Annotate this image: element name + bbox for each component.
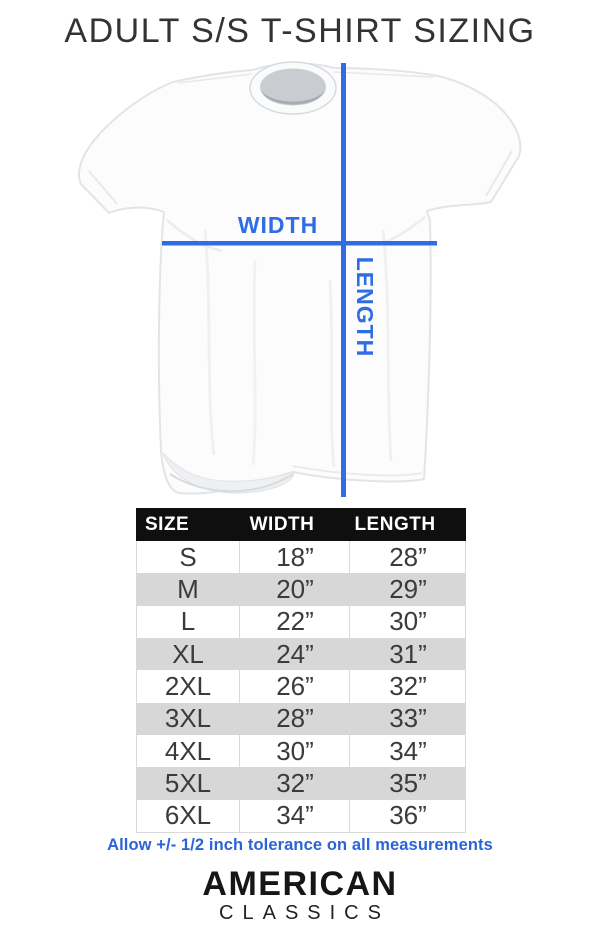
size-cell: S [136, 541, 240, 573]
table-row: M 20” 29” [136, 573, 466, 606]
collar-shadow [262, 91, 324, 105]
width-cell: 24” [240, 638, 350, 670]
size-cell: 6XL [136, 800, 240, 832]
size-cell: XL [136, 638, 240, 670]
table-row: 2XL 26” 32” [136, 670, 466, 702]
brand-name-classics: CLASSICS [219, 902, 390, 924]
length-cell: 30” [350, 606, 466, 638]
size-cell: 3XL [136, 703, 240, 735]
table-row: 4XL 30” 34” [136, 735, 466, 767]
size-cell: L [136, 606, 240, 638]
column-header-size: SIZE [145, 513, 190, 535]
tshirt-diagram: WIDTH LENGTH [77, 61, 522, 497]
hem-fold-line [169, 473, 294, 493]
collar-opening [260, 68, 326, 106]
length-cell: 32” [350, 670, 466, 702]
width-cell: 20” [240, 573, 350, 605]
size-cell: 4XL [136, 735, 240, 767]
width-cell: 18” [240, 541, 350, 573]
cuff-seam-right [485, 150, 513, 197]
width-cell: 26” [240, 670, 350, 702]
width-cell: 32” [240, 767, 350, 799]
width-label: WIDTH [238, 212, 318, 238]
measurement-overlay: WIDTH LENGTH [162, 63, 437, 497]
size-cell: 2XL [136, 670, 240, 702]
shoulder-seam-left [177, 73, 253, 84]
shoulder-seam-right [333, 71, 435, 78]
brand-name-american: AMERICAN [202, 865, 398, 903]
fabric-wrinkles [166, 216, 426, 468]
table-row: XL 24” 31” [136, 637, 466, 671]
length-cell: 29” [350, 573, 466, 605]
width-line [162, 241, 437, 246]
table-header-row: SIZE WIDTH LENGTH [136, 508, 466, 541]
tshirt-illustration [77, 61, 522, 495]
brand-logo: AMERICAN CLASSICS [0, 866, 600, 924]
length-cell: 33” [350, 703, 466, 735]
width-cell: 34” [240, 800, 350, 832]
length-label: LENGTH [352, 257, 378, 358]
table-body: S 18” 28” M 20” 29” L 22” 30” XL 24” 31”… [136, 541, 466, 833]
length-cell: 31” [350, 638, 466, 670]
tshirt-body [77, 62, 522, 495]
cuff-seam-left [88, 170, 118, 205]
width-cell: 30” [240, 735, 350, 767]
table-row: 6XL 34” 36” [136, 800, 466, 832]
length-cell: 35” [350, 767, 466, 799]
tolerance-note: Allow +/- 1/2 inch tolerance on all meas… [107, 836, 493, 854]
hem-seam [292, 465, 423, 477]
table-row: L 22” 30” [136, 606, 466, 638]
length-cell: 34” [350, 735, 466, 767]
size-cell: 5XL [136, 767, 240, 799]
width-cell: 28” [240, 703, 350, 735]
length-line [341, 63, 346, 497]
size-table: SIZE WIDTH LENGTH S 18” 28” M 20” 29” L … [136, 508, 466, 833]
size-cell: M [136, 573, 240, 605]
table-row: 5XL 32” 35” [136, 767, 466, 800]
length-cell: 28” [350, 541, 466, 573]
column-header-length: LENGTH [354, 513, 436, 535]
table-row: 3XL 28” 33” [136, 702, 466, 735]
page-title: ADULT S/S T-SHIRT SIZING [64, 12, 536, 50]
column-header-width: WIDTH [249, 513, 315, 535]
width-cell: 22” [240, 606, 350, 638]
length-cell: 36” [350, 800, 466, 832]
table-row: S 18” 28” [136, 541, 466, 573]
